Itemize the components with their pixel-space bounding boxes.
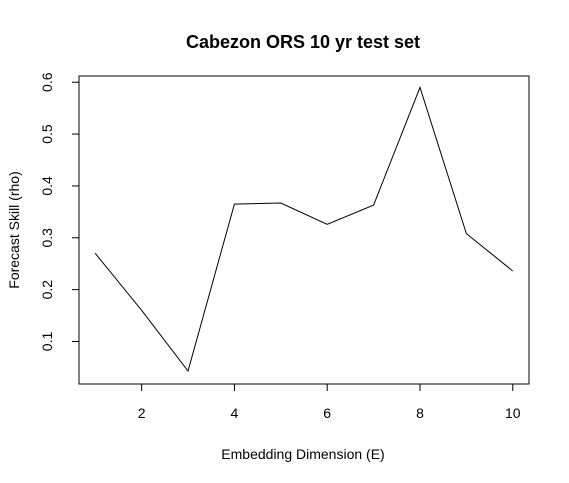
x-tick-label: 4 [231,405,239,421]
series-layer [94,85,514,373]
plot-frame [78,75,530,385]
y-tick-label: 0.3 [39,228,55,248]
x-tick-label: 6 [323,405,331,421]
y-tick-label: 0.6 [39,72,55,92]
x-axis: 2 4 6 8 10 [138,383,521,421]
x-tick-label: 8 [416,405,424,421]
y-tick-label: 0.4 [39,176,55,196]
x-tick-label: 2 [138,405,146,421]
y-tick-label: 0.5 [39,124,55,144]
y-tick-label: 0.1 [39,332,55,352]
y-tick-label: 0.2 [39,280,55,300]
y-axis: 0.1 0.2 0.3 0.4 0.5 0.6 [39,72,80,352]
y-axis-label: Forecast Skill (rho) [6,171,22,288]
x-tick-label: 10 [505,405,521,421]
x-axis-label: Embedding Dimension (E) [221,446,384,462]
series-line [94,85,514,373]
chart-title: Cabezon ORS 10 yr test set [186,32,420,52]
